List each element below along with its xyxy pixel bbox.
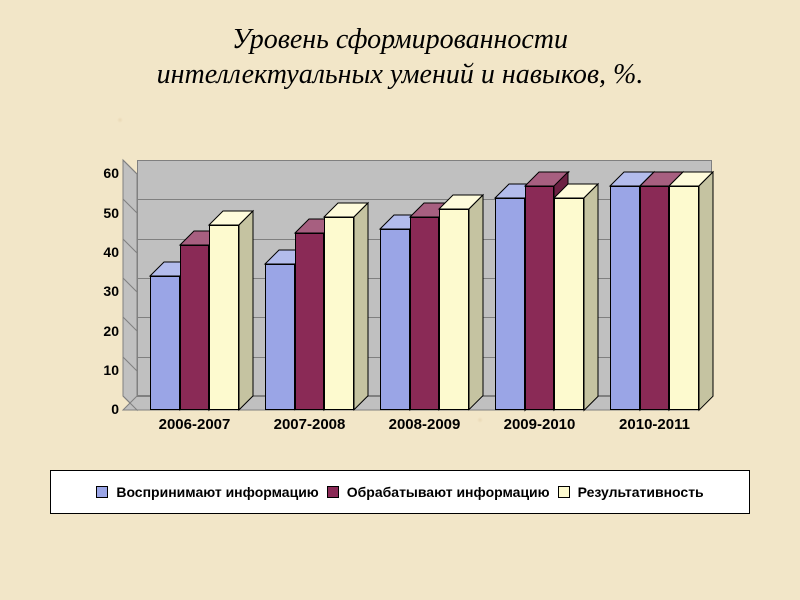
- gridline: [123, 317, 137, 336]
- y-tick-label: 60: [89, 165, 119, 181]
- gridline: [123, 357, 137, 376]
- bar: [554, 198, 584, 410]
- bar: [209, 225, 239, 410]
- chart-title-line: Уровень сформированности: [0, 22, 800, 57]
- gridline: [137, 160, 712, 161]
- bar: [380, 229, 410, 410]
- chart-title: Уровень сформированностиинтеллектуальных…: [0, 0, 800, 92]
- y-tick-label: 20: [89, 323, 119, 339]
- x-tick-label: 2009-2010: [482, 416, 597, 433]
- y-tick-label: 50: [89, 205, 119, 221]
- bar: [324, 217, 354, 410]
- gridline: [123, 278, 137, 297]
- legend-label: Обрабатывают информацию: [347, 484, 550, 500]
- bar: [150, 276, 180, 410]
- x-tick-label: 2010-2011: [597, 416, 712, 433]
- legend: Воспринимают информацию Обрабатывают инфо…: [50, 470, 750, 514]
- bar: [410, 217, 440, 410]
- x-tick-label: 2006-2007: [137, 416, 252, 433]
- bar: [525, 186, 555, 410]
- y-tick-label: 0: [89, 401, 119, 417]
- legend-label: Результативность: [578, 484, 704, 500]
- bar: [439, 209, 469, 410]
- gridline: [123, 160, 137, 179]
- y-tick-label: 10: [89, 362, 119, 378]
- gridline: [123, 199, 137, 218]
- bar: [180, 245, 210, 410]
- bar: [669, 186, 699, 410]
- bar: [265, 264, 295, 410]
- bar: [640, 186, 670, 410]
- chart-area: 0 10 20 30 40 50 60 2006-20072007-20082008-2009…: [75, 150, 715, 440]
- bar: [295, 233, 325, 410]
- bar: [610, 186, 640, 410]
- y-tick-label: 40: [89, 244, 119, 260]
- legend-swatch: [96, 486, 108, 498]
- y-tick-label: 30: [89, 283, 119, 299]
- gridline: [123, 396, 137, 415]
- chart-title-line: интеллектуальных умений и навыков, %.: [0, 57, 800, 92]
- legend-swatch: [327, 486, 339, 498]
- x-tick-label: 2008-2009: [367, 416, 482, 433]
- bar: [495, 198, 525, 410]
- legend-swatch: [558, 486, 570, 498]
- legend-label: Воспринимают информацию: [116, 484, 318, 500]
- x-tick-label: 2007-2008: [252, 416, 367, 433]
- gridline: [123, 239, 137, 258]
